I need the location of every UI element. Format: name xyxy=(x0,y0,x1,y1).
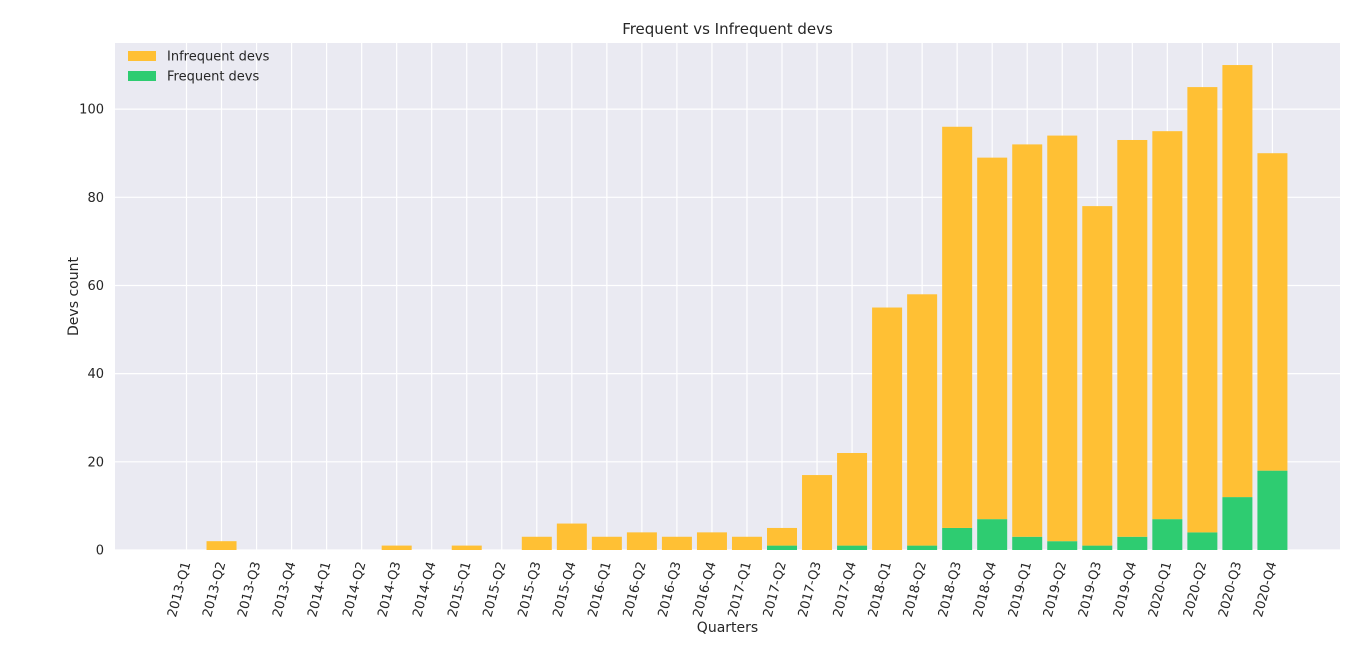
x-tick-label: 2020-Q1 xyxy=(1146,560,1175,619)
bar-frequent-devs xyxy=(1222,497,1253,550)
x-tick-label: 2019-Q1 xyxy=(1006,560,1035,619)
chart-title: Frequent vs Infrequent devs xyxy=(622,20,833,38)
bar-infrequent-devs xyxy=(767,527,798,546)
x-tick-label: 2013-Q1 xyxy=(165,560,194,619)
bar-frequent-devs xyxy=(1012,536,1043,550)
y-axis-label: Devs count xyxy=(66,257,82,336)
y-tick-label: 20 xyxy=(87,455,104,470)
x-tick-label: 2016-Q4 xyxy=(691,560,720,619)
x-axis-ticks: 2013-Q1 2013-Q2 2013-Q3 2013-Q4 2014-Q1 2014-… xyxy=(165,560,1280,619)
y-tick-label: 100 xyxy=(79,103,104,118)
x-tick-label: 2016-Q3 xyxy=(656,560,685,619)
x-tick-label: 2017-Q2 xyxy=(761,560,790,619)
bar-infrequent-devs xyxy=(1257,153,1288,471)
x-tick-label: 2016-Q1 xyxy=(586,560,615,619)
x-tick-label: 2013-Q3 xyxy=(235,560,264,619)
bar-infrequent-devs xyxy=(1187,87,1218,533)
x-tick-label: 2015-Q2 xyxy=(480,560,509,619)
y-tick-label: 80 xyxy=(87,191,104,206)
bar-frequent-devs xyxy=(767,545,798,550)
bar-infrequent-devs xyxy=(1047,135,1078,542)
bar-infrequent-devs xyxy=(661,536,692,550)
bar-frequent-devs xyxy=(942,527,973,550)
bar-frequent-devs xyxy=(907,545,938,550)
bar-infrequent-devs xyxy=(626,532,657,550)
bar-frequent-devs xyxy=(837,545,868,550)
bar-infrequent-devs xyxy=(977,157,1008,520)
x-tick-label: 2014-Q1 xyxy=(305,560,334,619)
y-tick-label: 40 xyxy=(87,367,104,382)
bar-frequent-devs xyxy=(1082,545,1113,550)
legend-swatch xyxy=(128,71,156,81)
x-tick-label: 2015-Q4 xyxy=(551,560,580,619)
bar-infrequent-devs xyxy=(1152,131,1183,520)
x-tick-label: 2018-Q3 xyxy=(936,560,965,619)
bar-infrequent-devs xyxy=(1082,206,1113,546)
bar-infrequent-devs xyxy=(206,541,237,550)
x-tick-label: 2020-Q3 xyxy=(1216,560,1245,619)
x-tick-label: 2019-Q2 xyxy=(1041,560,1070,619)
bars xyxy=(206,65,1288,550)
bar-frequent-devs xyxy=(1187,532,1218,550)
y-tick-label: 60 xyxy=(87,279,104,294)
bar-infrequent-devs xyxy=(942,126,973,528)
x-tick-label: 2013-Q2 xyxy=(200,560,229,619)
x-tick-label: 2015-Q3 xyxy=(515,560,544,619)
bar-infrequent-devs xyxy=(381,545,412,550)
x-tick-label: 2018-Q4 xyxy=(971,560,1000,619)
x-tick-label: 2017-Q3 xyxy=(796,560,825,619)
bar-infrequent-devs xyxy=(731,536,762,550)
x-tick-label: 2019-Q3 xyxy=(1076,560,1105,619)
x-tick-label: 2019-Q4 xyxy=(1111,560,1140,619)
x-axis-label: Quarters xyxy=(697,620,758,636)
x-tick-label: 2017-Q4 xyxy=(831,560,860,619)
bar-frequent-devs xyxy=(977,519,1008,550)
bar-infrequent-devs xyxy=(1117,139,1148,537)
bar-infrequent-devs xyxy=(696,532,727,550)
x-tick-label: 2018-Q1 xyxy=(866,560,895,619)
y-tick-label: 0 xyxy=(96,544,104,559)
y-axis-ticks: 0 20 40 60 80 100 xyxy=(79,103,104,559)
x-tick-label: 2014-Q4 xyxy=(410,560,439,619)
bar-frequent-devs xyxy=(1047,541,1078,550)
legend-swatch xyxy=(128,51,156,61)
bar-infrequent-devs xyxy=(802,475,833,550)
x-tick-label: 2020-Q4 xyxy=(1251,560,1280,619)
x-tick-label: 2018-Q2 xyxy=(901,560,930,619)
bar-frequent-devs xyxy=(1257,470,1288,550)
bar-frequent-devs xyxy=(1152,519,1183,550)
x-tick-label: 2014-Q2 xyxy=(340,560,369,619)
bar-frequent-devs xyxy=(1117,536,1148,550)
x-tick-label: 2020-Q2 xyxy=(1181,560,1210,619)
legend-label: Frequent devs xyxy=(167,70,259,85)
x-tick-label: 2015-Q1 xyxy=(445,560,474,619)
legend: Infrequent devs Frequent devs xyxy=(128,50,270,85)
bar-infrequent-devs xyxy=(837,453,868,546)
x-tick-label: 2014-Q3 xyxy=(375,560,404,619)
legend-label: Infrequent devs xyxy=(167,50,270,65)
bar-infrequent-devs xyxy=(1222,65,1253,498)
bar-infrequent-devs xyxy=(591,536,622,550)
bar-infrequent-devs xyxy=(556,523,587,550)
bar-infrequent-devs xyxy=(451,545,482,550)
bar-infrequent-devs xyxy=(907,294,938,546)
bar-infrequent-devs xyxy=(1012,144,1043,537)
bar-infrequent-devs xyxy=(872,307,903,550)
x-tick-label: 2017-Q1 xyxy=(726,560,755,619)
x-tick-label: 2016-Q2 xyxy=(621,560,650,619)
x-tick-label: 2013-Q4 xyxy=(270,560,299,619)
bar-infrequent-devs xyxy=(521,536,552,550)
